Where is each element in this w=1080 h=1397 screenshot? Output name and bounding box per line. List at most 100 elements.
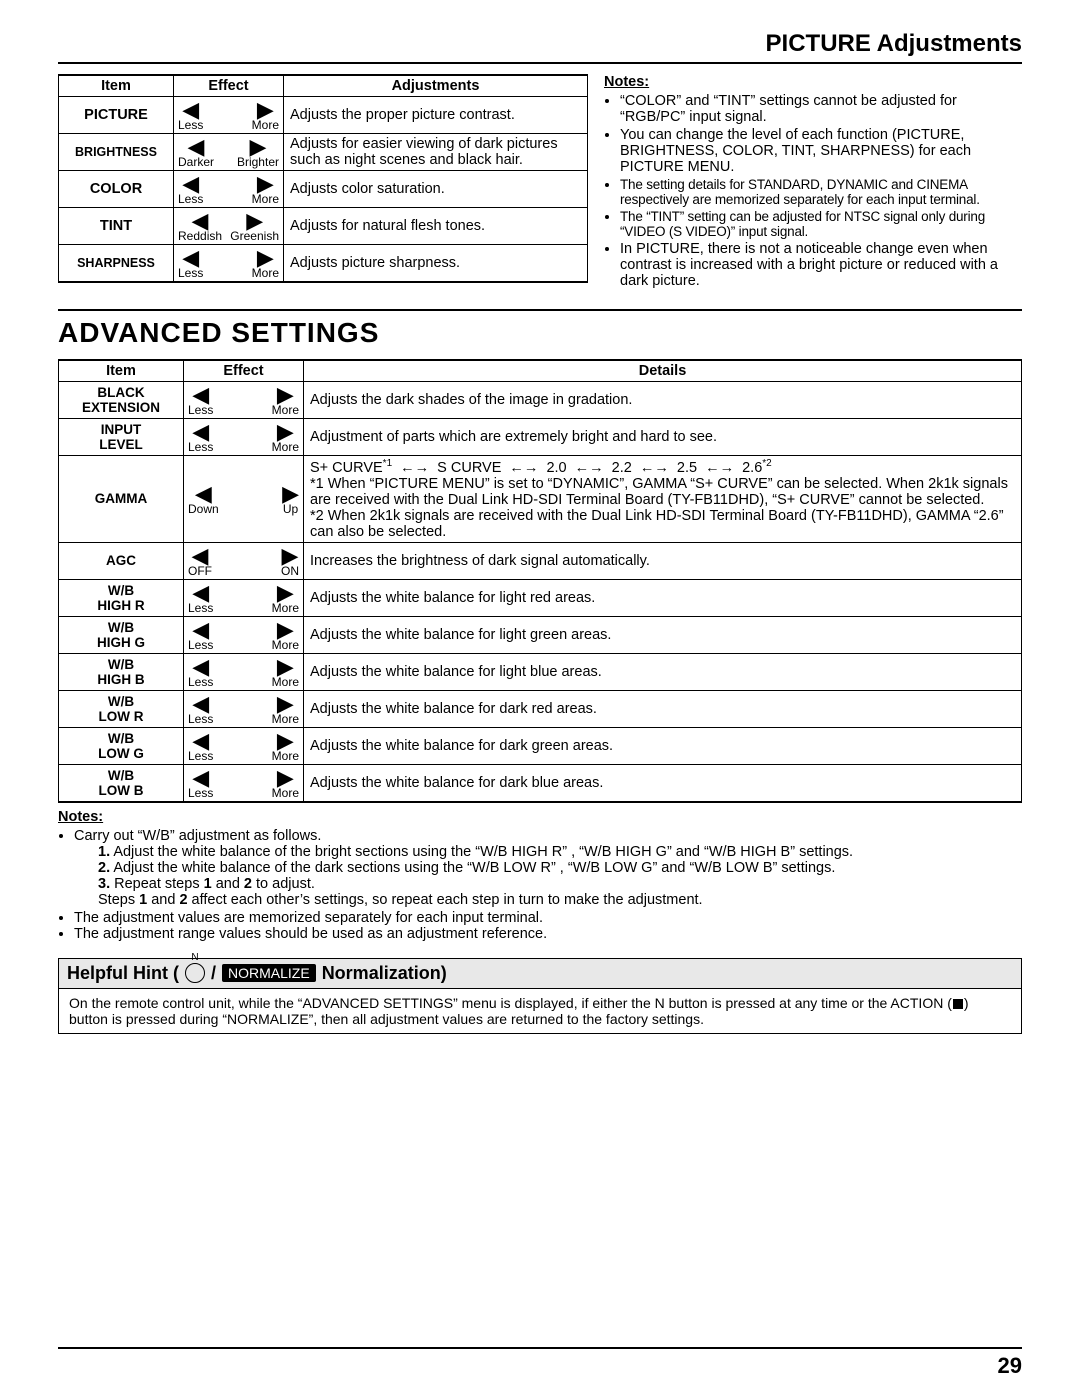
effect-right-label: More [272, 787, 299, 799]
details-cell: Adjusts the white balance for light red … [304, 579, 1022, 616]
step-item: 1. Adjust the white balance of the brigh… [98, 844, 1022, 860]
details-cell: Adjusts the white balance for dark red a… [304, 690, 1022, 727]
effect-cell: ◀Less▶More [184, 690, 304, 727]
note-item: You can change the level of each functio… [620, 127, 1022, 175]
effect-left-label: Reddish [178, 230, 222, 242]
effect-cell: ◀OFF▶ON [184, 542, 304, 579]
effect-right-label: Up [282, 503, 299, 515]
details-cell: Adjusts the white balance for light gree… [304, 616, 1022, 653]
effect-cell: ◀Down▶Up [184, 456, 304, 543]
desc-cell: Adjusts for natural flesh tones. [284, 208, 588, 245]
table-row: W/BHIGH G◀Less▶MoreAdjusts the white bal… [59, 616, 1022, 653]
n-button-icon [185, 963, 205, 983]
section-title: ADVANCED SETTINGS [58, 317, 1022, 349]
details-cell: Increases the brightness of dark signal … [304, 542, 1022, 579]
item-cell: W/BLOW B [59, 764, 184, 802]
effect-cell: ◀Less▶More [174, 97, 284, 134]
table-row: BRIGHTNESS◀Darker▶BrighterAdjusts for ea… [59, 134, 588, 171]
table-row: W/BLOW G◀Less▶MoreAdjusts the white bala… [59, 727, 1022, 764]
effect-left-label: Less [188, 404, 213, 416]
step-item: 3. Repeat steps 1 and 2 to adjust. [98, 876, 1022, 892]
col-adj: Adjustments [284, 75, 588, 97]
action-square-icon [953, 999, 963, 1009]
effect-right-label: More [252, 119, 279, 131]
item-cell: INPUTLEVEL [59, 419, 184, 456]
desc-cell: Adjusts color saturation. [284, 171, 588, 208]
step-item: 2. Adjust the white balance of the dark … [98, 860, 1022, 876]
table-row: COLOR◀Less▶MoreAdjusts color saturation. [59, 171, 588, 208]
effect-left-label: Less [188, 602, 213, 614]
effect-cell: ◀Less▶More [184, 653, 304, 690]
details-cell: Adjusts the white balance for light blue… [304, 653, 1022, 690]
table-row: GAMMA◀Down▶UpS+ CURVE*1 ←→ S CURVE ←→ 2.… [59, 456, 1022, 543]
item-cell: PICTURE [59, 97, 174, 134]
item-cell: SHARPNESS [59, 245, 174, 283]
effect-right-label: More [252, 193, 279, 205]
table-row: INPUTLEVEL◀Less▶MoreAdjustment of parts … [59, 419, 1022, 456]
effect-cell: ◀Less▶More [184, 616, 304, 653]
effect-left-label: Less [188, 676, 213, 688]
item-cell: AGC [59, 542, 184, 579]
effect-right-label: More [272, 441, 299, 453]
table-row: W/BLOW B◀Less▶MoreAdjusts the white bala… [59, 764, 1022, 802]
note-item: The “TINT” setting can be adjusted for N… [620, 209, 1022, 239]
effect-right-label: Greenish [230, 230, 279, 242]
table-row: AGC◀OFF▶ONIncreases the brightness of da… [59, 542, 1022, 579]
effect-cell: ◀Darker▶Brighter [174, 134, 284, 171]
helpful-hint-header: Helpful Hint ( / NORMALIZE Normalization… [58, 958, 1022, 989]
effect-right-label: More [272, 676, 299, 688]
desc-cell: Adjusts picture sharpness. [284, 245, 588, 283]
effect-right-label: More [272, 713, 299, 725]
hint-title-post: Normalization) [322, 963, 447, 984]
note-item: In PICTURE, there is not a noticeable ch… [620, 241, 1022, 289]
details-cell: Adjusts the white balance for dark blue … [304, 764, 1022, 802]
item-cell: W/BLOW G [59, 727, 184, 764]
bottom-rule [58, 1347, 1022, 1349]
table-row: BLACKEXTENSION◀Less▶MoreAdjusts the dark… [59, 382, 1022, 419]
notes-list: “COLOR” and “TINT” settings cannot be ad… [604, 93, 1022, 289]
item-cell: W/BHIGH G [59, 616, 184, 653]
page-number: 29 [998, 1353, 1022, 1379]
effect-right-label: More [272, 750, 299, 762]
details-cell: Adjusts the white balance for dark green… [304, 727, 1022, 764]
effect-right-label: More [272, 404, 299, 416]
details-cell: Adjustment of parts which are extremely … [304, 419, 1022, 456]
normalize-button-label: NORMALIZE [222, 964, 316, 982]
note-bullet: Carry out “W/B” adjustment as follows. [74, 828, 1022, 844]
effect-cell: ◀Less▶More [184, 727, 304, 764]
details-cell: S+ CURVE*1 ←→ S CURVE ←→ 2.0 ←→ 2.2 ←→ 2… [304, 456, 1022, 543]
effect-cell: ◀Less▶More [174, 245, 284, 283]
col-item: Item [59, 360, 184, 382]
adjustments-table: Item Effect Adjustments PICTURE◀Less▶Mor… [58, 74, 588, 283]
effect-left-label: Darker [178, 156, 214, 168]
effect-left-label: Less [178, 193, 203, 205]
effect-left-label: Less [188, 787, 213, 799]
col-effect: Effect [174, 75, 284, 97]
page-title: PICTURE Adjustments [58, 30, 1022, 64]
effect-cell: ◀Less▶More [184, 419, 304, 456]
item-cell: BLACKEXTENSION [59, 382, 184, 419]
item-cell: BRIGHTNESS [59, 134, 174, 171]
col-details: Details [304, 360, 1022, 382]
table-row: W/BLOW R◀Less▶MoreAdjusts the white bala… [59, 690, 1022, 727]
effect-right-label: Brighter [237, 156, 279, 168]
note-item: “COLOR” and “TINT” settings cannot be ad… [620, 93, 1022, 125]
details-cell: Adjusts the dark shades of the image in … [304, 382, 1022, 419]
effect-left-label: Less [188, 750, 213, 762]
effect-right-label: ON [281, 565, 299, 577]
effect-cell: ◀Less▶More [184, 382, 304, 419]
item-cell: GAMMA [59, 456, 184, 543]
divider [58, 309, 1022, 311]
steps-note: Steps 1 and 2 affect each other’s settin… [58, 892, 1022, 908]
notes-heading-2: Notes: [58, 809, 1022, 825]
effect-right-label: More [252, 267, 279, 279]
hint-title-pre: Helpful Hint ( [67, 963, 179, 984]
note-bullet: The adjustment range values should be us… [74, 926, 1022, 942]
top-row: Item Effect Adjustments PICTURE◀Less▶Mor… [58, 74, 1022, 291]
desc-cell: Adjusts for easier viewing of dark pictu… [284, 134, 588, 171]
table-row: W/BHIGH R◀Less▶MoreAdjusts the white bal… [59, 579, 1022, 616]
table-row: SHARPNESS◀Less▶MoreAdjusts picture sharp… [59, 245, 588, 283]
effect-cell: ◀Less▶More [184, 764, 304, 802]
item-cell: W/BLOW R [59, 690, 184, 727]
notes-heading: Notes: [604, 74, 1022, 90]
